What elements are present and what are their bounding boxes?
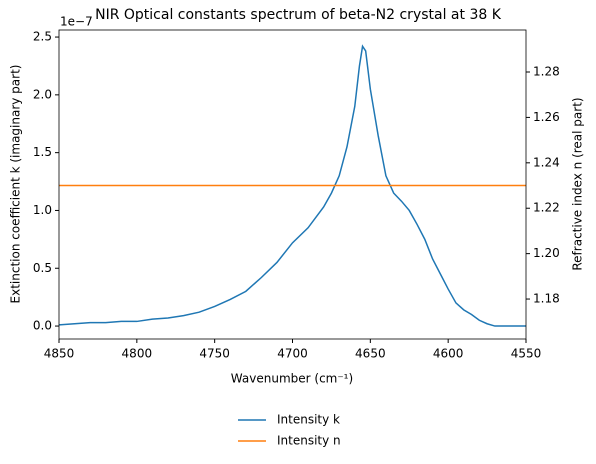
x-axis-label: Wavenumber (cm⁻¹) [231, 372, 353, 386]
y2-tick-label: 1.22 [533, 201, 560, 215]
y2-tick-label: 1.28 [533, 65, 560, 79]
x-tick-label: 4850 [44, 347, 75, 361]
y-tick-label: 1.5 [33, 145, 52, 159]
legend-label: Intensity n [277, 434, 341, 448]
y2-tick-label: 1.18 [533, 292, 560, 306]
chart-title: NIR Optical constants spectrum of beta-N… [95, 7, 502, 23]
y-tick-label: 2.0 [33, 87, 52, 101]
x-tick-label: 4550 [511, 347, 542, 361]
y2-axis-label: Refractive index n (real part) [571, 97, 585, 270]
legend-label: Intensity k [277, 413, 340, 427]
x-tick-label: 4700 [277, 347, 308, 361]
y-tick-label: 0.5 [33, 261, 52, 275]
y2-tick-label: 1.20 [533, 246, 560, 260]
y-tick-label: 1.0 [33, 203, 52, 217]
x-tick-label: 4650 [355, 347, 386, 361]
x-tick-label: 4600 [433, 347, 464, 361]
y-tick-label: 0.0 [33, 319, 52, 333]
y-offset-text: 1e−7 [60, 15, 93, 29]
x-tick-label: 4750 [199, 347, 230, 361]
x-tick-label: 4800 [122, 347, 153, 361]
y2-tick-label: 1.26 [533, 110, 560, 124]
y2-tick-label: 1.24 [533, 155, 560, 169]
data-line [59, 44, 526, 327]
y-axis-label: Extinction coefficient k (imaginary part… [9, 65, 23, 304]
y-tick-label: 2.5 [33, 30, 52, 44]
plot-frame [58, 29, 527, 340]
